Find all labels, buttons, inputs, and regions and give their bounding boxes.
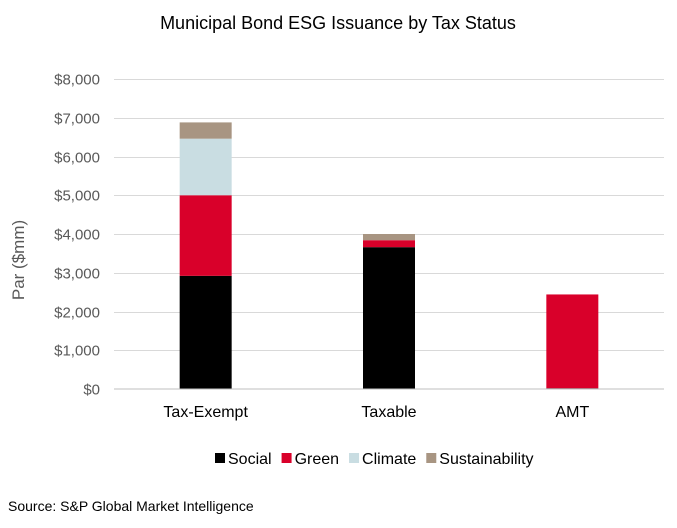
legend-label-climate: Climate <box>362 451 416 468</box>
legend-label-green: Green <box>295 451 339 468</box>
x-category-label: AMT <box>555 404 589 421</box>
legend: Social Green Climate Sustainability <box>215 451 534 468</box>
y-tick-label: $5,000 <box>54 188 100 205</box>
legend-swatch-social <box>215 453 225 463</box>
y-tick-label: $8,000 <box>54 72 100 89</box>
legend-swatch-climate <box>349 453 360 463</box>
x-category-label: Taxable <box>361 404 416 421</box>
y-tick-label: $0 <box>83 382 100 399</box>
y-tick-label: $6,000 <box>54 150 100 167</box>
y-axis-label: Par ($mm) <box>9 220 28 300</box>
y-tick-label: $4,000 <box>54 227 100 244</box>
bar-sustainability-tax-exempt <box>179 122 232 139</box>
bar-social-taxable <box>363 247 415 389</box>
legend-swatch-sustainability <box>426 453 437 463</box>
bar-green-taxable <box>363 240 415 248</box>
bars <box>179 122 599 389</box>
x-axis-categories: Tax-Exempt Taxable AMT <box>163 404 589 421</box>
legend-swatch-green <box>281 453 292 463</box>
y-tick-label: $1,000 <box>54 343 100 360</box>
y-axis-ticks: $0 $1,000 $2,000 $3,000 $4,000 $5,000 $6,000 $7… <box>54 72 100 399</box>
bar-sustainability-taxable <box>363 234 415 241</box>
bar-climate-tax-exempt <box>179 138 232 196</box>
y-tick-label: $7,000 <box>54 111 100 128</box>
x-category-label: Tax-Exempt <box>163 404 248 421</box>
chart-title: Municipal Bond ESG Issuance by Tax Statu… <box>160 13 516 33</box>
y-tick-label: $2,000 <box>54 305 100 322</box>
legend-label-social: Social <box>228 451 272 468</box>
bar-social-tax-exempt <box>179 275 232 389</box>
source-note: Source: S&P Global Market Intelligence <box>8 498 254 514</box>
bar-green-amt <box>546 294 599 389</box>
y-tick-label: $3,000 <box>54 266 100 283</box>
legend-label-sustainability: Sustainability <box>439 451 533 468</box>
bar-green-tax-exempt <box>179 195 232 276</box>
